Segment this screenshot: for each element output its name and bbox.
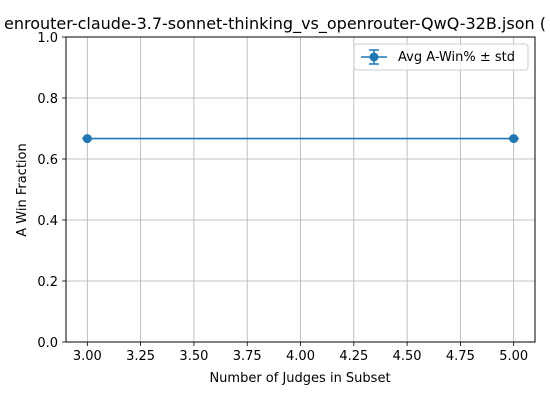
y-tick-label: 0.8: [37, 92, 58, 107]
legend-label: Avg A-Win% ± std: [398, 50, 515, 65]
x-tick-label: 5.00: [499, 349, 528, 364]
legend-point: [369, 52, 379, 62]
x-tick-label: 4.00: [286, 349, 315, 364]
x-tick-label: 4.25: [339, 349, 368, 364]
y-tick-label: 0.6: [37, 153, 58, 168]
series-layer: [82, 134, 519, 144]
data-point: [509, 134, 519, 144]
x-axis-label: Number of Judges in Subset: [209, 371, 390, 386]
x-axis-ticks: 3.00 3.25 3.50 3.75 4.00 4.25 4.50 4.75 5.00: [73, 342, 528, 364]
x-tick-label: 3.25: [126, 349, 155, 364]
y-tick-label: 1.0: [37, 31, 58, 46]
x-tick-label: 4.50: [393, 349, 422, 364]
x-tick-label: 3.00: [73, 349, 102, 364]
y-tick-label: 0.0: [37, 336, 58, 351]
x-tick-label: 3.75: [233, 349, 262, 364]
chart-title: enrouter-claude-3.7-sonnet-thinking_vs_o…: [4, 14, 546, 34]
y-tick-label: 0.4: [37, 214, 58, 229]
data-point: [82, 134, 92, 144]
x-tick-label: 3.50: [179, 349, 208, 364]
legend-box: [353, 43, 529, 71]
y-axis-ticks: 0.0 0.2 0.4 0.6 0.8 1.0: [37, 31, 66, 351]
x-tick-label: 4.75: [446, 349, 475, 364]
y-axis-label: A Win Fraction: [15, 143, 30, 236]
legend-marker: [361, 49, 387, 65]
y-tick-label: 0.2: [37, 275, 58, 290]
legend: Avg A-Win% ± std: [353, 43, 529, 71]
